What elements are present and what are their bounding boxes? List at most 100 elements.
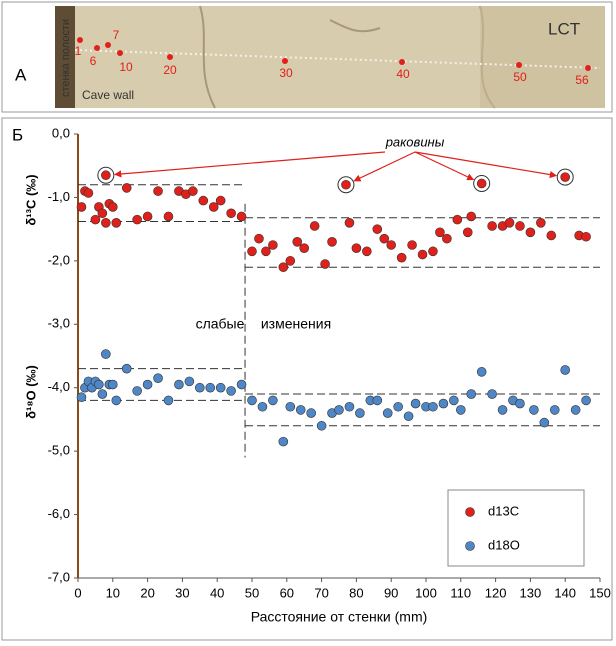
y-axis-title: δ¹³C (‰)	[23, 174, 38, 225]
annotation-arrow	[414, 151, 558, 179]
y-tick-label: -6,0	[48, 506, 70, 521]
point	[334, 405, 344, 415]
annotation: слабые	[196, 316, 245, 332]
x-tick-label: 40	[210, 585, 224, 600]
photo-shade	[480, 6, 605, 108]
point	[407, 240, 417, 250]
sample-label: 30	[279, 66, 293, 80]
point	[309, 221, 320, 231]
point	[215, 195, 226, 206]
point	[163, 211, 174, 222]
point	[403, 411, 414, 422]
point	[341, 179, 351, 190]
specimen-label: LCT	[548, 19, 580, 38]
point	[97, 208, 108, 219]
x-tick-label: 140	[554, 585, 576, 600]
legend-label: d13C	[488, 503, 519, 518]
y-tick-label: -4,0	[48, 379, 70, 394]
point	[90, 214, 101, 225]
sample-label: 50	[513, 70, 527, 84]
point	[393, 401, 403, 412]
point	[132, 386, 142, 396]
x-tick-label: 60	[280, 585, 294, 600]
point	[581, 395, 591, 406]
point	[362, 246, 372, 257]
annotation-arrow	[414, 151, 475, 181]
shell-ring	[473, 174, 491, 192]
point	[417, 249, 428, 260]
point	[278, 436, 289, 447]
point	[546, 230, 557, 241]
sample-dot	[94, 45, 100, 51]
point	[435, 227, 445, 238]
point	[410, 398, 421, 409]
point	[299, 243, 310, 253]
point	[581, 231, 591, 242]
point	[487, 389, 497, 399]
point	[142, 211, 153, 222]
point	[452, 214, 463, 225]
point	[153, 186, 163, 196]
point	[438, 398, 449, 409]
sample-label: 20	[163, 63, 177, 77]
point	[208, 202, 219, 212]
point	[476, 367, 487, 377]
y-tick-label: -5,0	[48, 443, 70, 458]
point	[466, 211, 477, 222]
point	[487, 221, 497, 231]
x-tick-label: 10	[106, 585, 120, 600]
y-tick-label: 0,0	[52, 125, 70, 140]
annotation-arrow	[114, 151, 386, 178]
point	[306, 408, 316, 418]
point	[285, 401, 296, 412]
x-tick-label: 50	[245, 585, 259, 600]
point	[163, 395, 174, 406]
x-tick-label: 20	[140, 585, 154, 600]
sample-dot	[77, 37, 83, 43]
legend-swatch	[465, 507, 475, 517]
point	[462, 227, 473, 238]
legend	[447, 489, 585, 567]
y-tick-label: -3,0	[48, 316, 70, 331]
sample-label: 56	[575, 73, 589, 87]
wall-label: Cave wall	[82, 88, 134, 102]
x-tick-label: 0	[74, 585, 81, 600]
point	[198, 195, 209, 206]
point	[316, 420, 327, 431]
point	[344, 401, 355, 412]
point	[247, 246, 257, 257]
point	[268, 395, 278, 406]
point	[539, 417, 550, 428]
point	[188, 186, 198, 196]
x-tick-label: 110	[450, 585, 471, 600]
point	[428, 401, 438, 412]
point	[351, 243, 362, 253]
sample-label: 7	[113, 28, 120, 42]
point	[372, 224, 383, 234]
legend-items: d13C d18O	[465, 503, 520, 552]
sample-dot	[516, 62, 522, 68]
panel-label: A	[15, 65, 27, 84]
point	[536, 218, 546, 228]
point	[247, 395, 257, 406]
point	[268, 240, 278, 250]
point	[215, 382, 226, 393]
point	[254, 233, 264, 244]
point	[396, 252, 407, 263]
point	[236, 379, 247, 390]
point	[449, 395, 459, 406]
point	[108, 379, 118, 390]
point	[94, 379, 104, 390]
sample-label: 1	[75, 44, 82, 58]
sample-dot	[585, 65, 591, 71]
y-tick-label: -2,0	[48, 252, 70, 267]
x-axis-title: Расстояние от стенки (mm)	[251, 609, 428, 625]
point	[226, 208, 236, 219]
x-tick-label: 150	[589, 585, 611, 600]
shell-ring	[97, 166, 115, 184]
point	[76, 392, 87, 403]
annotation: изменения	[261, 316, 331, 332]
point	[121, 363, 132, 374]
point	[101, 218, 111, 228]
